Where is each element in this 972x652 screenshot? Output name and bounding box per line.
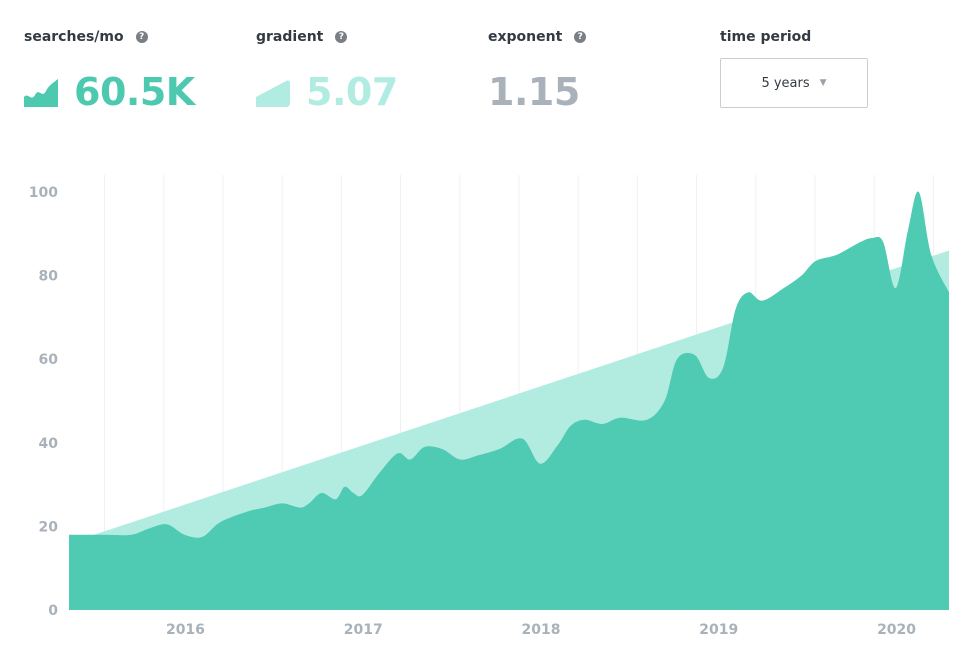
x-tick-label: 2019 [699,622,738,638]
y-tick-label: 40 [39,436,59,452]
gradient-label-row: gradient ? [256,28,348,46]
x-tick-label: 2020 [877,622,916,638]
area-chart-icon [24,79,58,107]
searches-value: 60.5K [74,70,195,114]
y-axis-ticks: 0 20 40 60 80 100 [29,185,58,619]
y-tick-label: 0 [48,603,58,619]
time-period-label: time period [720,29,812,45]
gradient-value: 5.07 [306,70,398,114]
x-tick-label: 2018 [522,622,561,638]
gradient-help-icon[interactable]: ? [335,31,348,43]
gradient-metric: gradient ? 5.07 [256,28,398,114]
searches-label-row: searches/mo ? [24,28,148,46]
exponent-help-icon[interactable]: ? [574,31,587,43]
searches-label: searches/mo [24,29,124,45]
chevron-down-icon: ▼ [819,78,827,88]
gradient-value-row: 5.07 [256,68,398,116]
trend-wedge-icon [256,80,290,107]
y-tick-label: 60 [39,352,59,368]
searches-help-icon[interactable]: ? [135,31,148,43]
searches-metric: searches/mo ? 60.5K [24,28,195,114]
exponent-label-row: exponent ? [488,28,587,46]
exponent-value-row: 1.15 [488,68,580,116]
exponent-label: exponent [488,29,563,45]
time-period-select[interactable]: 5 years ▼ [720,58,868,108]
exponent-value: 1.15 [488,70,580,114]
search-volume-area [69,191,949,610]
gradient-label: gradient [256,29,324,45]
y-tick-label: 80 [39,269,59,285]
exponent-metric: exponent ? 1.15 [488,28,587,114]
time-period-value: 5 years [761,75,810,91]
y-tick-label: 20 [39,519,59,535]
y-tick-label: 100 [29,185,58,201]
x-tick-label: 2017 [344,622,383,638]
time-period-group: time period [720,28,811,46]
x-tick-label: 2016 [166,622,205,638]
searches-value-row: 60.5K [24,68,195,116]
x-axis-ticks: 2016 2017 2018 2019 2020 [166,622,916,638]
